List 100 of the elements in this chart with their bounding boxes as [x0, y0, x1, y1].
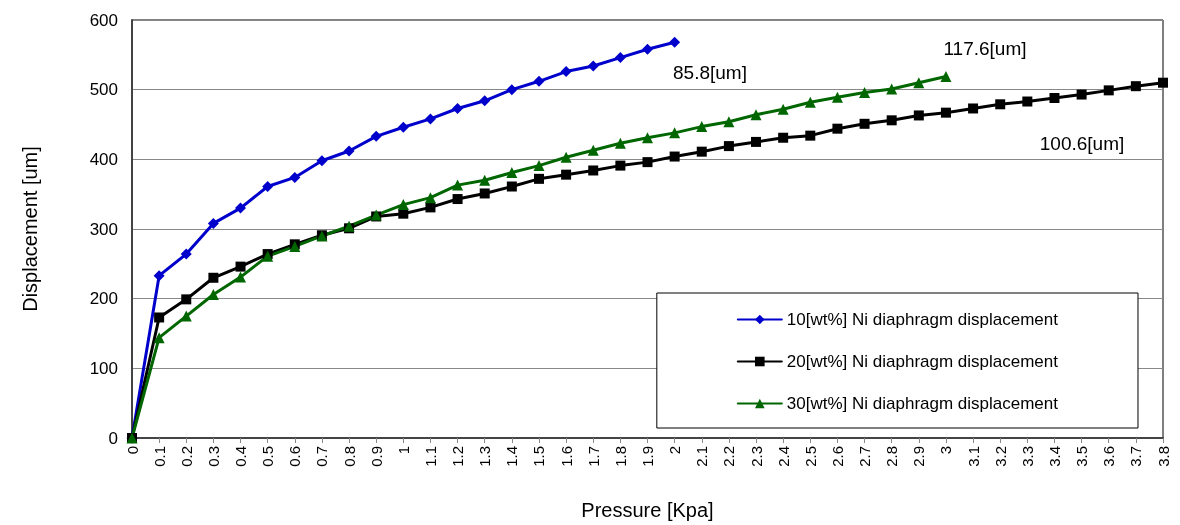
- point: [452, 102, 464, 114]
- x-tick-label: 0.1: [150, 446, 168, 467]
- y-tick-label: 600: [89, 10, 118, 30]
- x-tick-label: 3.2: [991, 446, 1009, 467]
- x-tick-label: 2.2: [720, 446, 738, 467]
- x-tick-label: 1: [394, 446, 412, 455]
- point: [479, 188, 490, 199]
- x-tick-label: 3.6: [1100, 446, 1118, 467]
- point: [1022, 96, 1033, 107]
- point: [859, 118, 870, 129]
- point: [778, 132, 789, 143]
- x-tick-label: 0.9: [367, 446, 385, 467]
- y-tick-label: 300: [89, 219, 118, 239]
- point: [886, 115, 897, 126]
- x-tick-label: 0.8: [340, 446, 358, 467]
- x-axis-title: Pressure [Kpa]: [581, 499, 714, 521]
- point: [370, 130, 382, 142]
- x-tick-label: 1.2: [449, 446, 467, 467]
- y-axis-title: Displacement [um]: [19, 146, 41, 312]
- point: [968, 103, 979, 114]
- point: [940, 70, 952, 82]
- x-tick-label: 0.3: [204, 446, 222, 467]
- point: [154, 312, 165, 323]
- point: [859, 86, 871, 98]
- x-tick-label: 3.4: [1045, 446, 1063, 467]
- point: [180, 310, 192, 322]
- point: [561, 169, 572, 180]
- point: [1049, 93, 1060, 104]
- x-tick-label: 0.6: [286, 446, 304, 467]
- point: [588, 165, 599, 176]
- x-tick-label: 3: [937, 446, 955, 455]
- point: [614, 52, 626, 64]
- point: [1103, 85, 1114, 96]
- point: [913, 77, 925, 89]
- point: [940, 107, 951, 118]
- point: [153, 332, 165, 344]
- annotation: 117.6[um]: [943, 37, 1027, 59]
- point: [560, 151, 572, 163]
- legend-label: 30[wt%] Ni diaphragm displacement: [786, 394, 1059, 413]
- point: [723, 116, 735, 128]
- y-tick-label: 200: [89, 289, 118, 309]
- point: [886, 83, 898, 95]
- x-tick-label: 2: [666, 446, 684, 455]
- y-tick-label: 400: [89, 149, 118, 169]
- point: [669, 127, 681, 139]
- point: [479, 174, 491, 186]
- point: [533, 160, 545, 172]
- x-tick-label: 2.3: [747, 446, 765, 467]
- y-tick-label: 100: [89, 358, 118, 378]
- x-tick-label: 3.5: [1073, 446, 1091, 467]
- point: [533, 173, 544, 184]
- x-tick-label: 1.4: [503, 446, 521, 467]
- x-tick-label: 0.5: [259, 446, 277, 467]
- point: [615, 160, 626, 171]
- x-tick-label: 3.1: [964, 446, 982, 467]
- x-tick-label: 2.5: [801, 446, 819, 467]
- point: [587, 144, 599, 156]
- point: [506, 167, 518, 179]
- point: [1076, 89, 1087, 100]
- x-tick-label: 2.6: [828, 446, 846, 467]
- point: [397, 121, 409, 133]
- point: [479, 95, 491, 107]
- point: [669, 151, 680, 162]
- point: [452, 194, 463, 205]
- x-tick-label: 3.3: [1018, 446, 1036, 467]
- point: [262, 181, 274, 192]
- point: [642, 157, 653, 168]
- point: [696, 146, 707, 157]
- x-tick-label: 3.7: [1127, 446, 1145, 467]
- x-tick-label: 0: [123, 446, 141, 455]
- point: [424, 192, 436, 204]
- x-tick-label: 1.9: [639, 446, 656, 467]
- point: [751, 136, 762, 147]
- x-tick-label: 1.5: [530, 446, 548, 467]
- point: [207, 217, 219, 229]
- point: [452, 179, 464, 191]
- point: [208, 272, 219, 283]
- x-tick-label: 1.6: [557, 446, 575, 467]
- x-tick-label: 3.8: [1154, 446, 1172, 467]
- point: [180, 248, 192, 260]
- point: [805, 130, 816, 141]
- x-tick-label: 2.8: [883, 446, 901, 467]
- x-tick-label: 2.9: [910, 446, 928, 467]
- point: [750, 109, 762, 121]
- x-tick-label: 0.7: [313, 446, 331, 467]
- point: [235, 261, 246, 272]
- point: [696, 121, 708, 133]
- point: [397, 199, 409, 211]
- x-tick-label: 1.1: [421, 446, 439, 467]
- x-tick-label: 2.4: [774, 446, 792, 467]
- point: [995, 99, 1006, 110]
- x-tick-label: 1.8: [611, 446, 629, 467]
- legend-label: 20[wt%] Ni diaphragm displacement: [786, 352, 1059, 371]
- legend-label: 10[wt%] Ni diaphragm displacement: [786, 310, 1059, 329]
- point: [560, 66, 572, 78]
- x-tick-label: 0.2: [177, 446, 195, 467]
- point: [669, 36, 681, 48]
- point: [642, 132, 653, 144]
- point: [316, 155, 328, 167]
- point: [614, 137, 626, 149]
